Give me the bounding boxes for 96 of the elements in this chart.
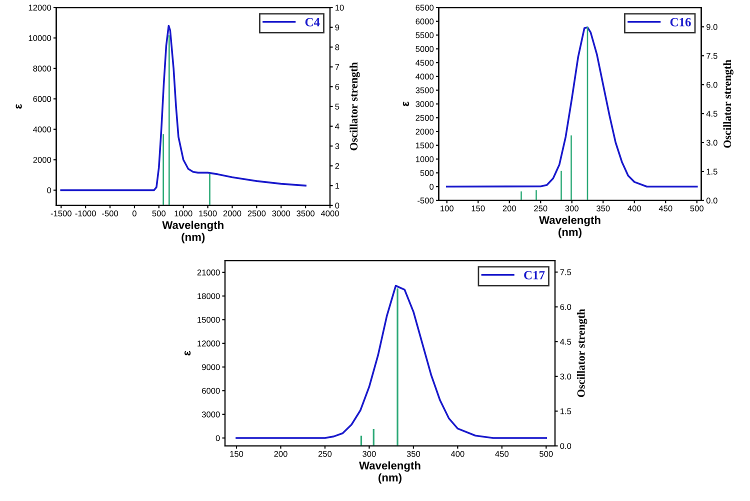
x-tick-label: 450	[658, 205, 672, 212]
y2-tick-label: 7.5	[706, 53, 718, 59]
x-axis-title: Wavelength (nm)	[162, 220, 224, 244]
y-tick-label: 4000	[33, 126, 52, 132]
y-tick-label: 6500	[416, 4, 434, 11]
y2-axis-title: Oscillator strength	[723, 60, 734, 148]
x-tick-label: 450	[495, 450, 509, 457]
line-series	[446, 26, 698, 188]
y2-tick-label: 4	[335, 124, 340, 130]
y-tick-label: 3000	[416, 101, 434, 108]
y-tick-label: 0	[430, 184, 434, 190]
x-tick-label: 400	[628, 205, 641, 212]
y-tick-label: 12000	[198, 340, 220, 346]
y-tick-label: 6000	[33, 96, 52, 102]
y2-tick-label: 0.0	[706, 198, 718, 204]
y-tick-label: 12000	[28, 4, 52, 11]
y2-tick-label: 5	[335, 104, 340, 110]
x-tick-label: 150	[472, 205, 485, 212]
y-tick-label: 3000	[202, 412, 220, 418]
y-tick-label: 8000	[33, 66, 52, 72]
y-axis-title: ε	[16, 104, 22, 109]
y-tick-label: 9000	[202, 364, 220, 370]
x-tick-label: -1500	[50, 210, 72, 216]
y2-tick-label: 6	[335, 84, 340, 90]
y2-tick-label: 9.0	[706, 24, 718, 30]
x-tick-label: -500	[102, 210, 118, 216]
x-tick-label: 1000	[174, 210, 192, 216]
y-tick-label: 2000	[33, 156, 52, 163]
y-tick-label: 3500	[416, 87, 434, 94]
x-axis-title: Wavelength (nm)	[539, 216, 600, 238]
y-tick-label: 0	[216, 435, 220, 442]
y2-tick-label: 4.5	[706, 110, 718, 117]
y2-axis-title: Oscillator strength	[350, 62, 360, 150]
x-tick-label: 150	[230, 450, 244, 457]
y-tick-label: 1500	[416, 142, 434, 148]
y2-axis-title: Oscillator strength	[577, 308, 588, 398]
y2-tick-label: 6.0	[706, 82, 718, 88]
y-tick-label: 6000	[202, 388, 220, 394]
x-tick-label: 300	[565, 205, 578, 212]
x-tick-label: 250	[534, 205, 548, 212]
y-tick-label: 2500	[416, 114, 434, 121]
y-tick-label: -500	[418, 198, 434, 204]
y-tick-label: 21000	[197, 270, 220, 276]
y-tick-label: 500	[420, 170, 434, 176]
x-tick-label: 2000	[223, 210, 242, 216]
y-tick-label: 0	[47, 187, 52, 194]
y2-tick-label: 4.5	[560, 338, 572, 345]
y-tick-label: 4000	[416, 74, 434, 80]
y-axis-title: ε	[402, 102, 409, 106]
y-tick-label: 6000	[416, 18, 434, 24]
x-tick-label: 200	[502, 205, 516, 212]
line-series	[236, 284, 548, 439]
x-tick-label: 500	[540, 450, 553, 457]
x-tick-label: 400	[450, 450, 464, 457]
x-tick-label: 2500	[248, 210, 266, 216]
x-tick-label: 350	[406, 450, 420, 457]
y2-tick-label: 7.5	[560, 269, 572, 276]
x-tick-label: 500	[152, 210, 166, 216]
legend-label: C16	[670, 18, 691, 26]
x-tick-label: -1000	[75, 210, 96, 216]
y2-tick-label: 6.0	[560, 304, 572, 310]
y-tick-label: 5500	[416, 32, 434, 38]
legend-label: C4	[305, 18, 320, 26]
y-axis-title: ε	[184, 350, 191, 356]
line-series	[60, 24, 306, 192]
y-tick-label: 10000	[28, 35, 52, 42]
y2-tick-label: 8	[335, 44, 340, 50]
y-tick-label: 4500	[416, 60, 434, 66]
y2-tick-label: 1.5	[560, 408, 572, 414]
x-tick-label: 500	[690, 205, 704, 212]
x-tick-label: 300	[362, 450, 376, 457]
y-tick-label: 5000	[416, 46, 434, 52]
x-tick-label: 3000	[272, 210, 290, 216]
x-axis-title: Wavelength (nm)	[359, 461, 420, 484]
x-tick-label: 250	[318, 450, 332, 457]
y2-tick-label: 7	[335, 64, 340, 70]
y-tick-label: 2000	[416, 128, 434, 135]
y2-tick-label: 2	[335, 163, 340, 169]
y2-tick-label: 1.5	[706, 168, 718, 175]
y2-tick-label: 1	[335, 182, 340, 189]
y2-tick-label: 0.0	[560, 443, 572, 449]
y2-tick-label: 10	[335, 4, 344, 11]
x-tick-label: 200	[274, 450, 288, 457]
x-tick-label: 0	[132, 210, 136, 216]
x-tick-label: 3500	[296, 210, 314, 216]
y-tick-label: 18000	[198, 293, 220, 300]
y2-tick-label: 9	[335, 24, 340, 30]
y-tick-label: 1000	[416, 156, 434, 162]
y2-tick-label: 3	[335, 143, 340, 150]
x-tick-label: 350	[596, 205, 610, 212]
legend-label: C17	[524, 270, 545, 280]
y-tick-label: 15000	[198, 316, 220, 323]
x-tick-label: 100	[440, 205, 454, 212]
y2-tick-label: 3.0	[560, 374, 572, 380]
y2-tick-label: 3.0	[706, 140, 718, 146]
x-tick-label: 4000	[320, 210, 339, 216]
